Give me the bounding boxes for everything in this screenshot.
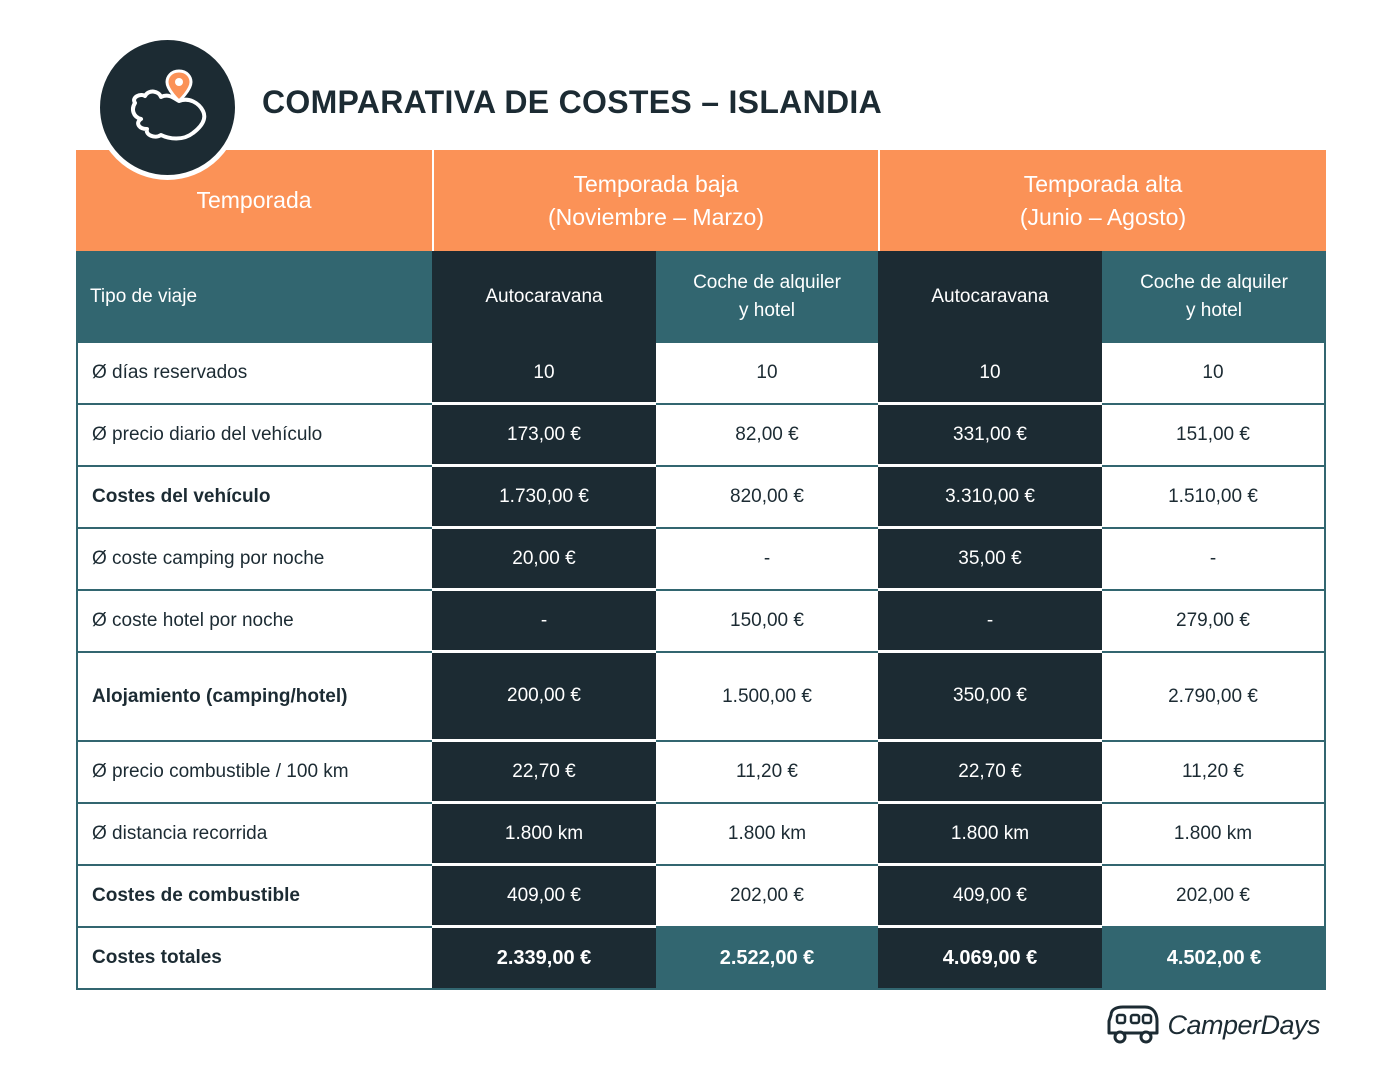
- total-row: Costes totales 2.339,00 € 2.522,00 € 4.0…: [76, 928, 1326, 990]
- row-label: Ø coste camping por noche: [76, 529, 432, 591]
- cell-high-car-hotel: 10: [1102, 343, 1326, 405]
- cell-high-camper: 1.800 km: [878, 804, 1102, 866]
- cell-low-car-hotel: 10: [656, 343, 878, 405]
- table-row: Ø distancia recorrida 1.800 km 1.800 km …: [76, 804, 1326, 866]
- row-label: Alojamiento (camping/hotel): [76, 653, 432, 742]
- table-row: Ø coste hotel por noche - 150,00 € - 279…: [76, 591, 1326, 653]
- iceland-map-pin-icon: [130, 68, 206, 140]
- cell-low-car-hotel: 1.500,00 €: [656, 653, 878, 742]
- total-high-camper: 4.069,00 €: [878, 928, 1102, 990]
- brand-name: CamperDays: [1167, 1009, 1320, 1040]
- table-row: Ø precio combustible / 100 km 22,70 € 11…: [76, 742, 1326, 804]
- cell-high-camper: 22,70 €: [878, 742, 1102, 804]
- season-header-row: Temporada Temporada baja (Noviembre – Ma…: [76, 150, 1326, 251]
- cell-low-camper: 200,00 €: [432, 653, 656, 742]
- row-label: Ø distancia recorrida: [76, 804, 432, 866]
- season-low: Temporada baja (Noviembre – Marzo): [432, 150, 878, 251]
- cell-high-car-hotel: 11,20 €: [1102, 742, 1326, 804]
- row-label: Ø coste hotel por noche: [76, 591, 432, 653]
- trip-type-row: Tipo de viaje Autocaravana Coche de alqu…: [76, 251, 1326, 343]
- table-row: Alojamiento (camping/hotel) 200,00 € 1.5…: [76, 653, 1326, 742]
- season-high: Temporada alta (Junio – Agosto): [878, 150, 1326, 251]
- cell-high-camper: 350,00 €: [878, 653, 1102, 742]
- row-label: Ø precio diario del vehículo: [76, 405, 432, 467]
- cell-high-car-hotel: 2.790,00 €: [1102, 653, 1326, 742]
- table-row: Ø precio diario del vehículo 173,00 € 82…: [76, 405, 1326, 467]
- table-row: Ø días reservados 10 10 10 10: [76, 343, 1326, 405]
- table-row: Costes del vehículo 1.730,00 € 820,00 € …: [76, 467, 1326, 529]
- cell-low-camper: -: [432, 591, 656, 653]
- cell-high-car-hotel: -: [1102, 529, 1326, 591]
- cell-low-car-hotel: 1.800 km: [656, 804, 878, 866]
- cell-low-camper: 409,00 €: [432, 866, 656, 928]
- cell-high-camper: 35,00 €: [878, 529, 1102, 591]
- trip-type-high-car-hotel: Coche de alquiler y hotel: [1102, 251, 1326, 343]
- row-label: Costes del vehículo: [76, 467, 432, 529]
- trip-type-low-car-hotel: Coche de alquiler y hotel: [656, 251, 878, 343]
- total-label: Costes totales: [76, 928, 432, 990]
- cell-low-camper: 1.730,00 €: [432, 467, 656, 529]
- row-label: Ø días reservados: [76, 343, 432, 405]
- cell-low-camper: 22,70 €: [432, 742, 656, 804]
- row-label: Costes de combustible: [76, 866, 432, 928]
- trip-type-low-camper: Autocaravana: [432, 251, 656, 343]
- cell-high-camper: 409,00 €: [878, 866, 1102, 928]
- cell-high-camper: 3.310,00 €: [878, 467, 1102, 529]
- cell-low-car-hotel: 202,00 €: [656, 866, 878, 928]
- total-low-car-hotel: 2.522,00 €: [656, 928, 878, 990]
- cell-high-car-hotel: 1.510,00 €: [1102, 467, 1326, 529]
- cell-low-car-hotel: 11,20 €: [656, 742, 878, 804]
- cost-comparison-table: Temporada Temporada baja (Noviembre – Ma…: [76, 150, 1326, 990]
- row-label: Ø precio combustible / 100 km: [76, 742, 432, 804]
- trip-type-label: Tipo de viaje: [76, 251, 432, 343]
- iceland-map-icon: [95, 35, 240, 180]
- page-title: COMPARATIVA DE COSTES – ISLANDIA: [262, 84, 883, 120]
- total-low-camper: 2.339,00 €: [432, 928, 656, 990]
- cell-low-car-hotel: 820,00 €: [656, 467, 878, 529]
- table-row: Costes de combustible 409,00 € 202,00 € …: [76, 866, 1326, 928]
- cell-high-camper: 10: [878, 343, 1102, 405]
- cell-high-camper: 331,00 €: [878, 405, 1102, 467]
- cell-low-camper: 20,00 €: [432, 529, 656, 591]
- total-high-car-hotel: 4.502,00 €: [1102, 928, 1326, 990]
- cell-high-car-hotel: 279,00 €: [1102, 591, 1326, 653]
- cell-low-camper: 173,00 €: [432, 405, 656, 467]
- trip-type-high-camper: Autocaravana: [878, 251, 1102, 343]
- cell-low-camper: 10: [432, 343, 656, 405]
- cell-high-car-hotel: 202,00 €: [1102, 866, 1326, 928]
- cell-low-car-hotel: 150,00 €: [656, 591, 878, 653]
- brand-logo: CamperDays: [1105, 1003, 1320, 1047]
- camper-van-icon: [1107, 1005, 1159, 1044]
- cell-high-camper: -: [878, 591, 1102, 653]
- table-row: Ø coste camping por noche 20,00 € - 35,0…: [76, 529, 1326, 591]
- cell-low-camper: 1.800 km: [432, 804, 656, 866]
- cell-high-car-hotel: 1.800 km: [1102, 804, 1326, 866]
- cell-low-car-hotel: -: [656, 529, 878, 591]
- cell-high-car-hotel: 151,00 €: [1102, 405, 1326, 467]
- cell-low-car-hotel: 82,00 €: [656, 405, 878, 467]
